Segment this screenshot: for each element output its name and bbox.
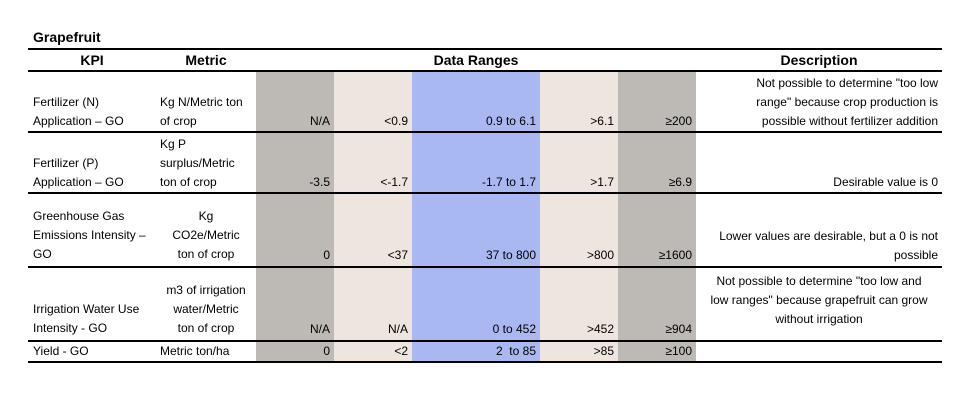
row-3-kpi: Greenhouse Gas Emissions Intensity – GO [33,209,146,261]
row-1-description: Not possible to determine "too low range"… [756,76,938,128]
row-5-metric: Metric ton/ha [160,344,230,358]
row-5-kpi: Yield - GO [33,344,89,358]
row-1-very-low: N/A [309,114,330,128]
row-5-very-low: 0 [323,344,330,358]
header-description: Description [780,52,858,68]
row-3-very-low: 0 [323,248,330,262]
rule-bottom [28,361,942,363]
row-2-desirable: -1.7 to 1.7 [481,175,536,189]
row-2-low: <-1.7 [380,175,408,189]
row-4-high: >452 [586,322,614,336]
row-5-very-high: ≥100 [665,344,692,358]
row-3-very-high: ≥1600 [658,248,692,262]
rule-row-1 [28,131,942,133]
header-metric: Metric [185,52,227,68]
row-4-kpi: Irrigation Water Use Intensity - GO [33,302,140,335]
row-4-metric: m3 of irrigation water/Metric ton of crop [166,283,246,335]
row-1-kpi: Fertilizer (N) Application – GO [33,95,124,128]
rule-row-4 [28,340,942,342]
range-column-very-low-bg [256,71,334,362]
row-3-desirable: 37 to 800 [485,248,536,262]
row-1-metric: Kg N/Metric ton of crop [160,95,243,128]
row-1-low: <0.9 [384,114,408,128]
rule-row-3 [28,266,942,268]
rule-top [28,48,942,50]
rule-header-bottom [28,70,942,72]
rule-row-2 [28,192,942,194]
header-data-ranges: Data Ranges [433,52,519,68]
row-1-high: >6.1 [590,114,614,128]
range-column-desirable-bg [412,71,540,362]
range-column-very-high-bg [618,71,696,362]
row-1-desirable: 0.9 to 6.1 [485,114,536,128]
row-4-description: Not possible to determine "too low and lo… [710,274,928,326]
row-4-low: N/A [387,322,408,336]
row-2-kpi: Fertilizer (P) Application – GO [33,156,124,189]
row-2-very-low: -3.5 [309,175,330,189]
row-3-high: >800 [586,248,614,262]
row-4-very-low: N/A [309,322,330,336]
range-column-high-bg [540,71,618,362]
row-3-low: <37 [387,248,408,262]
row-2-high: >1.7 [590,175,614,189]
row-5-low: <2 [394,344,408,358]
row-5-high: >85 [593,344,614,358]
range-column-low-bg [334,71,412,362]
row-2-very-high: ≥6.9 [668,175,692,189]
row-2-description: Desirable value is 0 [833,175,938,189]
row-4-desirable: 0 to 452 [492,322,536,336]
row-3-metric: Kg CO2e/Metric ton of crop [172,209,240,261]
row-1-very-high: ≥200 [665,114,692,128]
row-3-description: Lower values are desirable, but a 0 is n… [719,229,938,262]
row-4-very-high: ≥904 [665,322,692,336]
header-kpi: KPI [80,52,104,68]
row-5-desirable: 2 to 85 [495,344,536,358]
table-title: Grapefruit [33,29,101,45]
